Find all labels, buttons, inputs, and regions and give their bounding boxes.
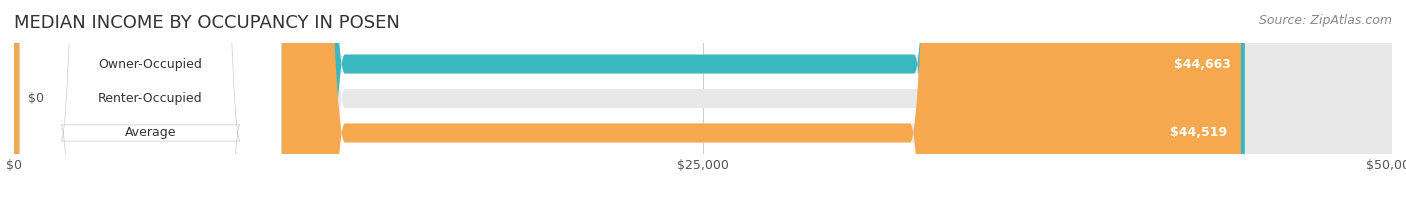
Text: Renter-Occupied: Renter-Occupied — [98, 92, 202, 105]
Text: $0: $0 — [28, 92, 44, 105]
Text: $44,519: $44,519 — [1170, 126, 1227, 139]
FancyBboxPatch shape — [20, 0, 281, 197]
FancyBboxPatch shape — [20, 0, 281, 197]
Text: Average: Average — [125, 126, 176, 139]
Text: Owner-Occupied: Owner-Occupied — [98, 58, 202, 71]
FancyBboxPatch shape — [14, 0, 1392, 197]
Text: Source: ZipAtlas.com: Source: ZipAtlas.com — [1258, 14, 1392, 27]
FancyBboxPatch shape — [14, 0, 1392, 197]
FancyBboxPatch shape — [14, 0, 1392, 197]
FancyBboxPatch shape — [20, 0, 281, 197]
FancyBboxPatch shape — [14, 0, 1241, 197]
FancyBboxPatch shape — [14, 0, 1244, 197]
Text: MEDIAN INCOME BY OCCUPANCY IN POSEN: MEDIAN INCOME BY OCCUPANCY IN POSEN — [14, 14, 399, 32]
Text: $44,663: $44,663 — [1174, 58, 1232, 71]
